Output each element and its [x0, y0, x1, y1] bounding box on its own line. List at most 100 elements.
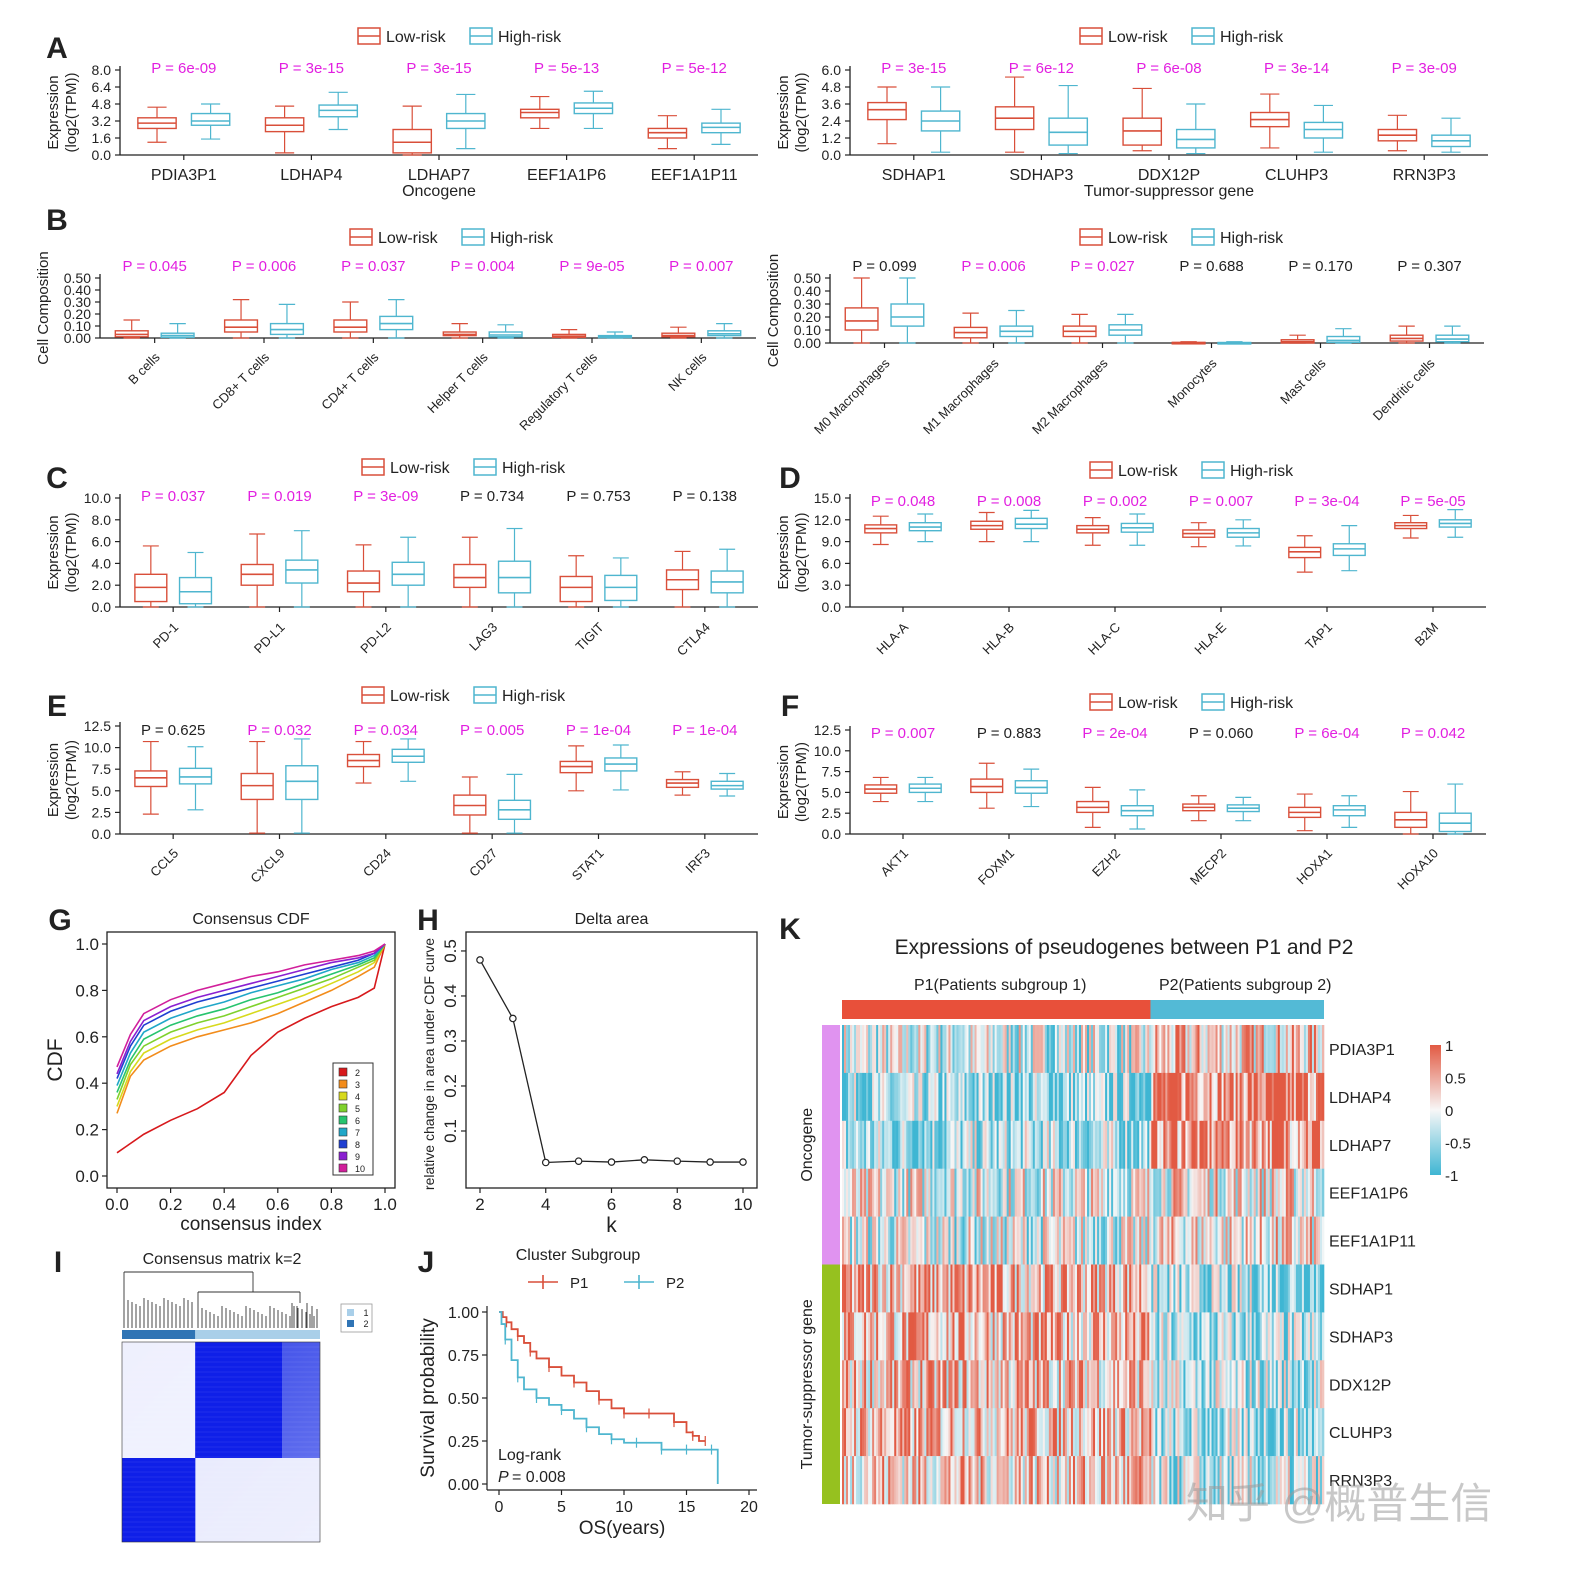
p-value-CCL5: P = 0.625 [141, 722, 205, 739]
heatmap-cell [972, 1408, 975, 1457]
heatmap-cell [900, 1360, 903, 1409]
p-value-LDHAP4: P = 3e-15 [279, 60, 344, 77]
heatmap-cell [842, 1312, 845, 1361]
heatmap-cell [1034, 1312, 1038, 1361]
heatmap-cell [1006, 1360, 1009, 1409]
heatmap-cell [1097, 1264, 1100, 1313]
heatmap-cell [952, 1216, 955, 1265]
box-high-CD24 [391, 738, 425, 782]
heatmap-cell [1085, 1456, 1088, 1505]
box-low-CLUHP3 [1249, 93, 1290, 149]
heatmap-cell [904, 1025, 907, 1074]
heatmap-cell [1245, 1360, 1248, 1409]
heatmap-cell [850, 1456, 853, 1505]
heatmap-cell [1259, 1120, 1263, 1169]
heatmap-cell [1265, 1456, 1269, 1505]
heatmap-cell [1022, 1120, 1026, 1169]
heatmap-cell [920, 1168, 923, 1217]
heatmap-cell [870, 1360, 873, 1409]
heatmap-cell [1121, 1456, 1124, 1505]
heatmap-cell [928, 1120, 931, 1169]
heatmap-cell [998, 1456, 1001, 1505]
y-tick-label: 0.75 [448, 1348, 479, 1365]
heatmap-cell [994, 1360, 997, 1409]
heatmap-cell [926, 1025, 929, 1074]
heatmap-cell [1209, 1216, 1212, 1265]
heatmap-cell [1285, 1360, 1289, 1409]
heatmap-cell [1199, 1408, 1202, 1457]
heatmap-cell [1036, 1216, 1040, 1265]
heatmap-cell [1279, 1312, 1283, 1361]
heatmap-cell [1201, 1216, 1204, 1265]
heatmap-cell [888, 1025, 891, 1074]
heatmap-cell [1032, 1264, 1036, 1313]
heatmap-cell [1103, 1168, 1106, 1217]
chart-title: Consensus CDF [192, 911, 310, 928]
row-label-CLUHP3: CLUHP3 [1329, 1425, 1392, 1442]
heatmap-cell [946, 1216, 949, 1265]
heatmap-cell [846, 1168, 849, 1217]
heatmap-cell [1155, 1408, 1158, 1457]
heatmap-cell [948, 1168, 951, 1217]
heatmap-cell [1143, 1072, 1146, 1122]
heatmap-cell [1281, 1360, 1285, 1409]
heatmap-cell [1227, 1360, 1230, 1409]
heatmap-cell [982, 1072, 985, 1122]
heatmap-cell [1283, 1025, 1287, 1074]
heatmap-cell [1119, 1216, 1122, 1265]
heatmap-cell [864, 1312, 867, 1361]
heatmap-cell [1091, 1264, 1094, 1313]
heatmap-cell [1173, 1168, 1176, 1217]
heatmap-cell [994, 1072, 997, 1122]
heatmap-cell [1072, 1072, 1076, 1122]
heatmap-cell [1030, 1312, 1034, 1361]
panel-label: I [54, 1246, 62, 1279]
heatmap-cell [1215, 1216, 1218, 1265]
heatmap-cell [1201, 1025, 1204, 1074]
heatmap-cell [996, 1312, 999, 1361]
heatmap-cell [932, 1168, 935, 1217]
heatmap-cell [1241, 1120, 1244, 1169]
heatmap-cell [1211, 1072, 1214, 1122]
y-tick-label: 8.0 [92, 62, 112, 78]
heatmap-cell [1099, 1360, 1102, 1409]
heatmap-cell [1012, 1120, 1016, 1169]
heatmap-cell [1189, 1456, 1192, 1505]
delta-area-point [706, 1158, 714, 1166]
heatmap-cell [978, 1456, 981, 1505]
heatmap-cell [1113, 1408, 1116, 1457]
heatmap-cell [1289, 1360, 1293, 1409]
heatmap-cell [1159, 1360, 1162, 1409]
heatmap-cell [1012, 1216, 1016, 1265]
heatmap-cell [1251, 1360, 1255, 1409]
heatmap-cell [862, 1120, 865, 1169]
category-label: PDIA3P1 [151, 167, 217, 184]
heatmap-cell [1008, 1072, 1011, 1122]
heatmap-cell [1187, 1264, 1190, 1313]
heatmap-cell [1042, 1120, 1046, 1169]
heatmap-cell [844, 1360, 847, 1409]
heatmap-cell [1173, 1360, 1176, 1409]
heatmap-cell [1002, 1408, 1005, 1457]
heatmap-cell [1135, 1025, 1138, 1074]
heatmap-cell [1173, 1456, 1176, 1505]
heatmap-cell [1313, 1408, 1317, 1457]
heatmap-cell [1259, 1408, 1263, 1457]
box-iqr [178, 576, 213, 605]
heatmap-cell [1229, 1168, 1232, 1217]
heatmap-cell [1135, 1072, 1138, 1122]
heatmap-cell [1191, 1312, 1194, 1361]
heatmap-cell [1056, 1264, 1060, 1313]
legend-high-label: High-risk [490, 230, 554, 247]
heatmap-cell [1097, 1456, 1100, 1505]
heatmap-cell [1040, 1264, 1044, 1313]
heatmap-cell [1203, 1216, 1206, 1265]
heatmap-cell [1301, 1312, 1305, 1361]
row-group-label: Oncogene [799, 1108, 816, 1182]
heatmap-cell [1269, 1072, 1273, 1122]
heatmap-cell [1217, 1120, 1220, 1169]
heatmap-cell [962, 1072, 965, 1122]
heatmap-cell [990, 1408, 993, 1457]
heatmap-cell [1273, 1072, 1277, 1122]
heatmap-cell [848, 1264, 851, 1313]
